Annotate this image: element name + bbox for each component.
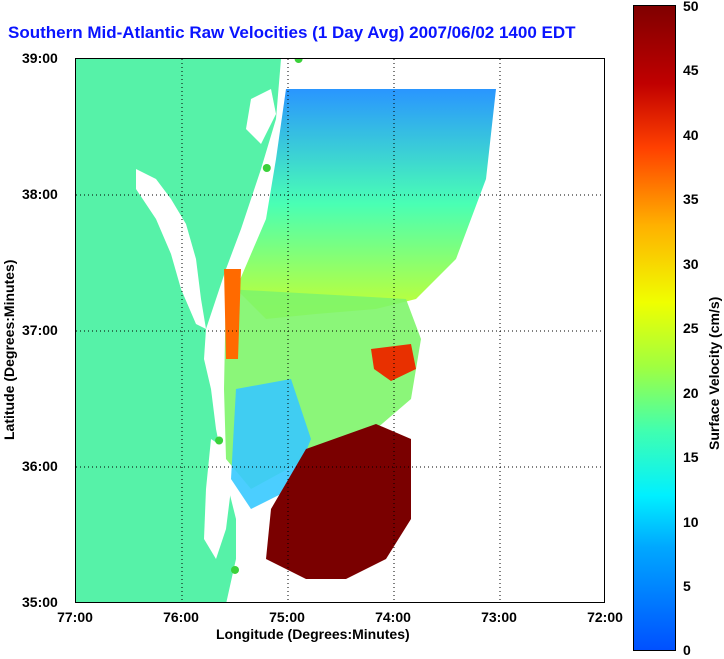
map-canvas: [76, 59, 604, 602]
station-marker: [294, 59, 303, 63]
x-axis-label: Longitude (Degrees:Minutes): [216, 626, 410, 642]
grid: [76, 59, 604, 602]
y-tick: 37:00: [22, 322, 58, 338]
velocity-field-red-patch: [371, 344, 416, 381]
velocity-field-hot: [266, 424, 411, 579]
x-tick: 74:00: [375, 609, 411, 625]
map-title: Southern Mid-Atlantic Raw Velocities (1 …: [8, 23, 576, 42]
colorbar-tick: 20: [683, 385, 699, 401]
velocity-field-north: [236, 89, 496, 319]
colorbar-tick: 0: [683, 642, 691, 658]
y-tick: 36:00: [22, 458, 58, 474]
station-marker: [231, 565, 239, 574]
y-tick: 38:00: [22, 186, 58, 202]
colorbar-tick: 5: [683, 578, 691, 594]
x-tick: 72:00: [587, 609, 623, 625]
colorbar: [633, 5, 676, 651]
x-tick: 77:00: [57, 609, 93, 625]
land-mass: [76, 59, 281, 602]
chesapeake-bay: [136, 169, 206, 329]
y-tick: 39:00: [22, 50, 58, 66]
y-axis-label: Latitude (Degrees:Minutes): [1, 259, 17, 440]
colorbar-tick: 35: [683, 191, 699, 207]
y-tick: 35:00: [22, 594, 58, 610]
velocity-field-orange-band: [224, 269, 241, 359]
station-markers: [215, 59, 303, 574]
colorbar-tick: 10: [683, 514, 699, 530]
colorbar-tick: 45: [683, 62, 699, 78]
station-marker: [215, 436, 224, 445]
colorbar-tick: 25: [683, 320, 699, 336]
colorbar-tick: 15: [683, 449, 699, 465]
colorbar-tick: 50: [683, 0, 699, 14]
station-marker: [262, 164, 271, 172]
colorbar-tick: 30: [683, 256, 699, 272]
x-tick: 76:00: [163, 609, 199, 625]
pamlico-sound: [204, 439, 231, 559]
x-tick: 75:00: [269, 609, 305, 625]
colorbar-tick: 40: [683, 127, 699, 143]
colorbar-label: Surface Velocity (cm/s): [706, 296, 722, 450]
x-tick: 73:00: [481, 609, 517, 625]
velocity-map: [75, 58, 605, 603]
delaware-bay: [246, 89, 276, 144]
